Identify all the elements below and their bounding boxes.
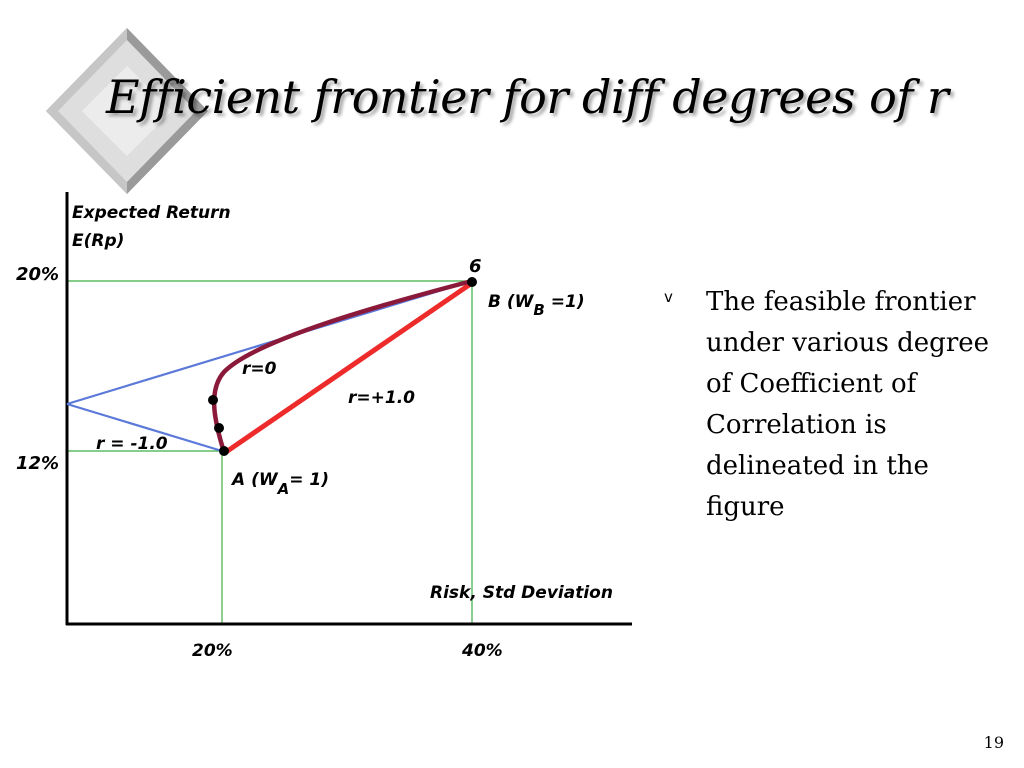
r-plus-one-line — [224, 280, 474, 455]
curve-label-r-zero: r=0 — [242, 359, 277, 379]
point-b-marker — [467, 277, 477, 287]
page-number: 19 — [983, 733, 1004, 752]
r-zero-curve — [211, 278, 473, 453]
curve-point-lower — [214, 423, 224, 433]
bullet-text: The feasible frontier under various degr… — [706, 287, 990, 522]
r-minus-one-line-lower — [66, 402, 223, 453]
slide-title: Efficient frontier for diff degrees of r — [106, 70, 949, 124]
point-b-label: B (WB =1) — [488, 292, 585, 319]
y-tick-high: 20% — [16, 264, 59, 285]
x-axis-label: Risk, Std Deviation — [430, 583, 613, 603]
y-axis-label-line1: Expected Return — [72, 203, 231, 223]
y-axis-label-line2: E(Rp) — [72, 231, 124, 251]
curve-point-upper — [208, 395, 218, 405]
point-a-label: A (WA= 1) — [230, 470, 329, 498]
curve-label-r-plus-one: r=+1.0 — [348, 388, 415, 408]
efficient-frontier-figure: Expected Return E(Rp) 20% 12% 6 B (WB =1… — [0, 180, 650, 680]
x-tick-right: 40% — [461, 641, 503, 661]
curve-label-r-minus-one: r = -1.0 — [96, 434, 168, 454]
bullet-item: v The feasible frontier under various de… — [664, 282, 994, 528]
x-tick-left: 20% — [192, 641, 233, 661]
bullet-marker: v — [664, 288, 673, 306]
top-point-label: 6 — [469, 256, 482, 277]
decorative-diamond — [40, 26, 210, 196]
point-a-marker — [219, 446, 229, 456]
bullet-list: v The feasible frontier under various de… — [664, 282, 994, 528]
y-tick-low: 12% — [16, 453, 59, 474]
